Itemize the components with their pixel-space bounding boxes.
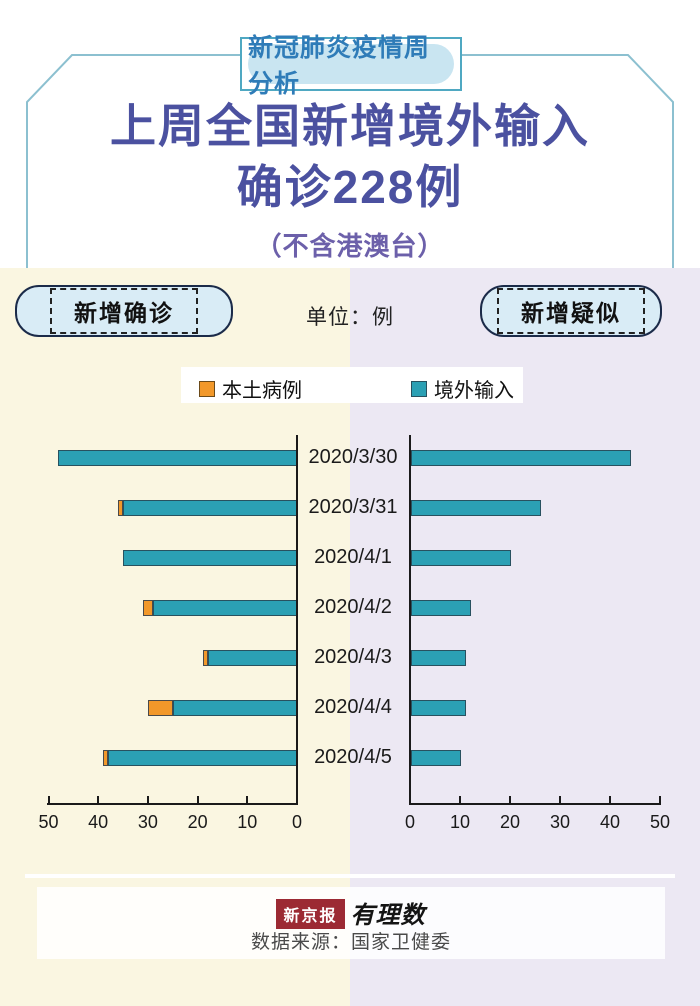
date-label: 2020/4/3: [314, 646, 392, 668]
imported-cases-segment: [172, 700, 297, 716]
date-label: 2020/4/4: [314, 696, 392, 718]
page-title-line2: 确诊228例: [236, 161, 464, 213]
suspected-cases-segment: [411, 750, 461, 766]
right-chart-zero-axis: [409, 435, 411, 805]
page-title: 上周全国新增境外输入 确诊228例: [0, 96, 700, 218]
confirmed-bar: [147, 700, 297, 716]
xinjingbao-logo: 新京报: [276, 898, 345, 929]
right-axis-tick: [409, 796, 411, 803]
suspected-cases-segment: [411, 650, 466, 666]
new-suspected-button[interactable]: 新增疑似: [480, 285, 662, 337]
youlishu-logo: 有理数: [350, 902, 426, 929]
date-label: 2020/4/5: [314, 746, 392, 768]
local-cases-segment: [202, 650, 208, 666]
imported-cases-segment: [123, 550, 297, 566]
left-axis-tick-label: 30: [137, 812, 158, 832]
unit-label: 单位：例: [306, 306, 394, 329]
confirmed-bar: [118, 500, 297, 516]
right-chart-x-axis: [409, 803, 661, 805]
page-subtitle: （不含港澳台）: [255, 231, 445, 261]
imported-cases-segment: [108, 750, 297, 766]
suspected-bar: [411, 550, 511, 566]
footer-divider: [25, 874, 675, 878]
chart-legend: 本土病例 境外输入: [181, 367, 523, 403]
suspected-bar: [411, 450, 631, 466]
confirmed-bar: [142, 600, 297, 616]
confirmed-bar: [58, 450, 297, 466]
date-label: 2020/3/30: [308, 446, 398, 468]
right-axis-tick-label: 0: [404, 812, 415, 832]
date-label: 2020/3/31: [308, 496, 398, 518]
suspected-bar: [411, 750, 461, 766]
left-axis-tick-label: 50: [38, 812, 59, 832]
right-axis-tick-label: 50: [649, 812, 671, 832]
left-axis-tick: [246, 796, 249, 803]
legend-swatch-local-icon: [199, 380, 215, 397]
suspected-cases-segment: [411, 500, 541, 516]
confirmed-bar: [123, 550, 297, 566]
imported-cases-segment: [58, 450, 297, 466]
date-label: 2020/4/1: [314, 546, 392, 568]
new-confirmed-button[interactable]: 新增确诊: [15, 285, 233, 337]
imported-cases-segment: [123, 500, 297, 516]
imported-cases-segment: [152, 600, 297, 616]
left-chart-x-axis: [47, 803, 298, 805]
suspected-cases-segment: [411, 700, 466, 716]
left-axis-tick: [196, 796, 199, 803]
left-axis-tick: [296, 796, 298, 803]
left-axis-tick-label: 40: [88, 812, 109, 832]
left-axis-tick-label: 0: [291, 812, 302, 832]
legend-item-imported: 境外输入: [411, 374, 514, 403]
suspected-cases-segment: [411, 450, 631, 466]
right-axis-tick: [559, 796, 561, 803]
legend-swatch-imported-icon: [411, 380, 427, 397]
confirmed-bar: [202, 650, 297, 666]
legend-label-imported: 境外输入: [434, 380, 514, 402]
left-axis-tick: [97, 796, 100, 803]
header-badge: 新冠肺炎疫情周分析: [240, 34, 462, 98]
imported-cases-segment: [207, 650, 297, 666]
right-axis-tick: [659, 796, 661, 803]
right-axis-tick: [509, 796, 511, 803]
confirmed-bar: [103, 750, 297, 766]
suspected-cases-segment: [411, 550, 511, 566]
suspected-bar: [411, 500, 541, 516]
suspected-cases-segment: [411, 600, 471, 616]
suspected-bar: [411, 700, 466, 716]
left-axis-tick: [146, 796, 149, 803]
local-cases-segment: [142, 600, 153, 616]
right-axis-tick-label: 30: [549, 812, 571, 832]
left-axis-tick-label: 10: [237, 812, 258, 832]
left-axis-tick-label: 20: [187, 812, 208, 832]
new-suspected-button-label: 新增疑似: [497, 288, 645, 334]
data-source-text: 数据来源：国家卫健委: [250, 932, 451, 953]
right-axis-tick: [609, 796, 611, 803]
right-axis-tick-label: 10: [449, 812, 471, 832]
right-axis-tick-label: 20: [499, 812, 521, 832]
suspected-bar: [411, 600, 471, 616]
right-axis-tick-label: 40: [599, 812, 621, 832]
left-axis-tick: [47, 796, 50, 803]
footer: 新京报 有理数 数据来源：国家卫健委: [37, 887, 665, 959]
publisher-logo: 新京报 有理数: [37, 895, 665, 932]
new-confirmed-button-label: 新增确诊: [50, 288, 198, 334]
page-frame-border: [26, 54, 674, 268]
legend-label-local: 本土病例: [222, 380, 302, 402]
legend-item-local: 本土病例: [199, 374, 302, 403]
left-chart-zero-axis: [296, 435, 298, 805]
right-axis-tick: [459, 796, 461, 803]
local-cases-segment: [147, 700, 173, 716]
date-label: 2020/4/2: [314, 596, 392, 618]
page-title-line1: 上周全国新增境外输入: [110, 100, 590, 152]
local-cases-segment: [118, 500, 124, 516]
suspected-bar: [411, 650, 466, 666]
local-cases-segment: [103, 750, 109, 766]
